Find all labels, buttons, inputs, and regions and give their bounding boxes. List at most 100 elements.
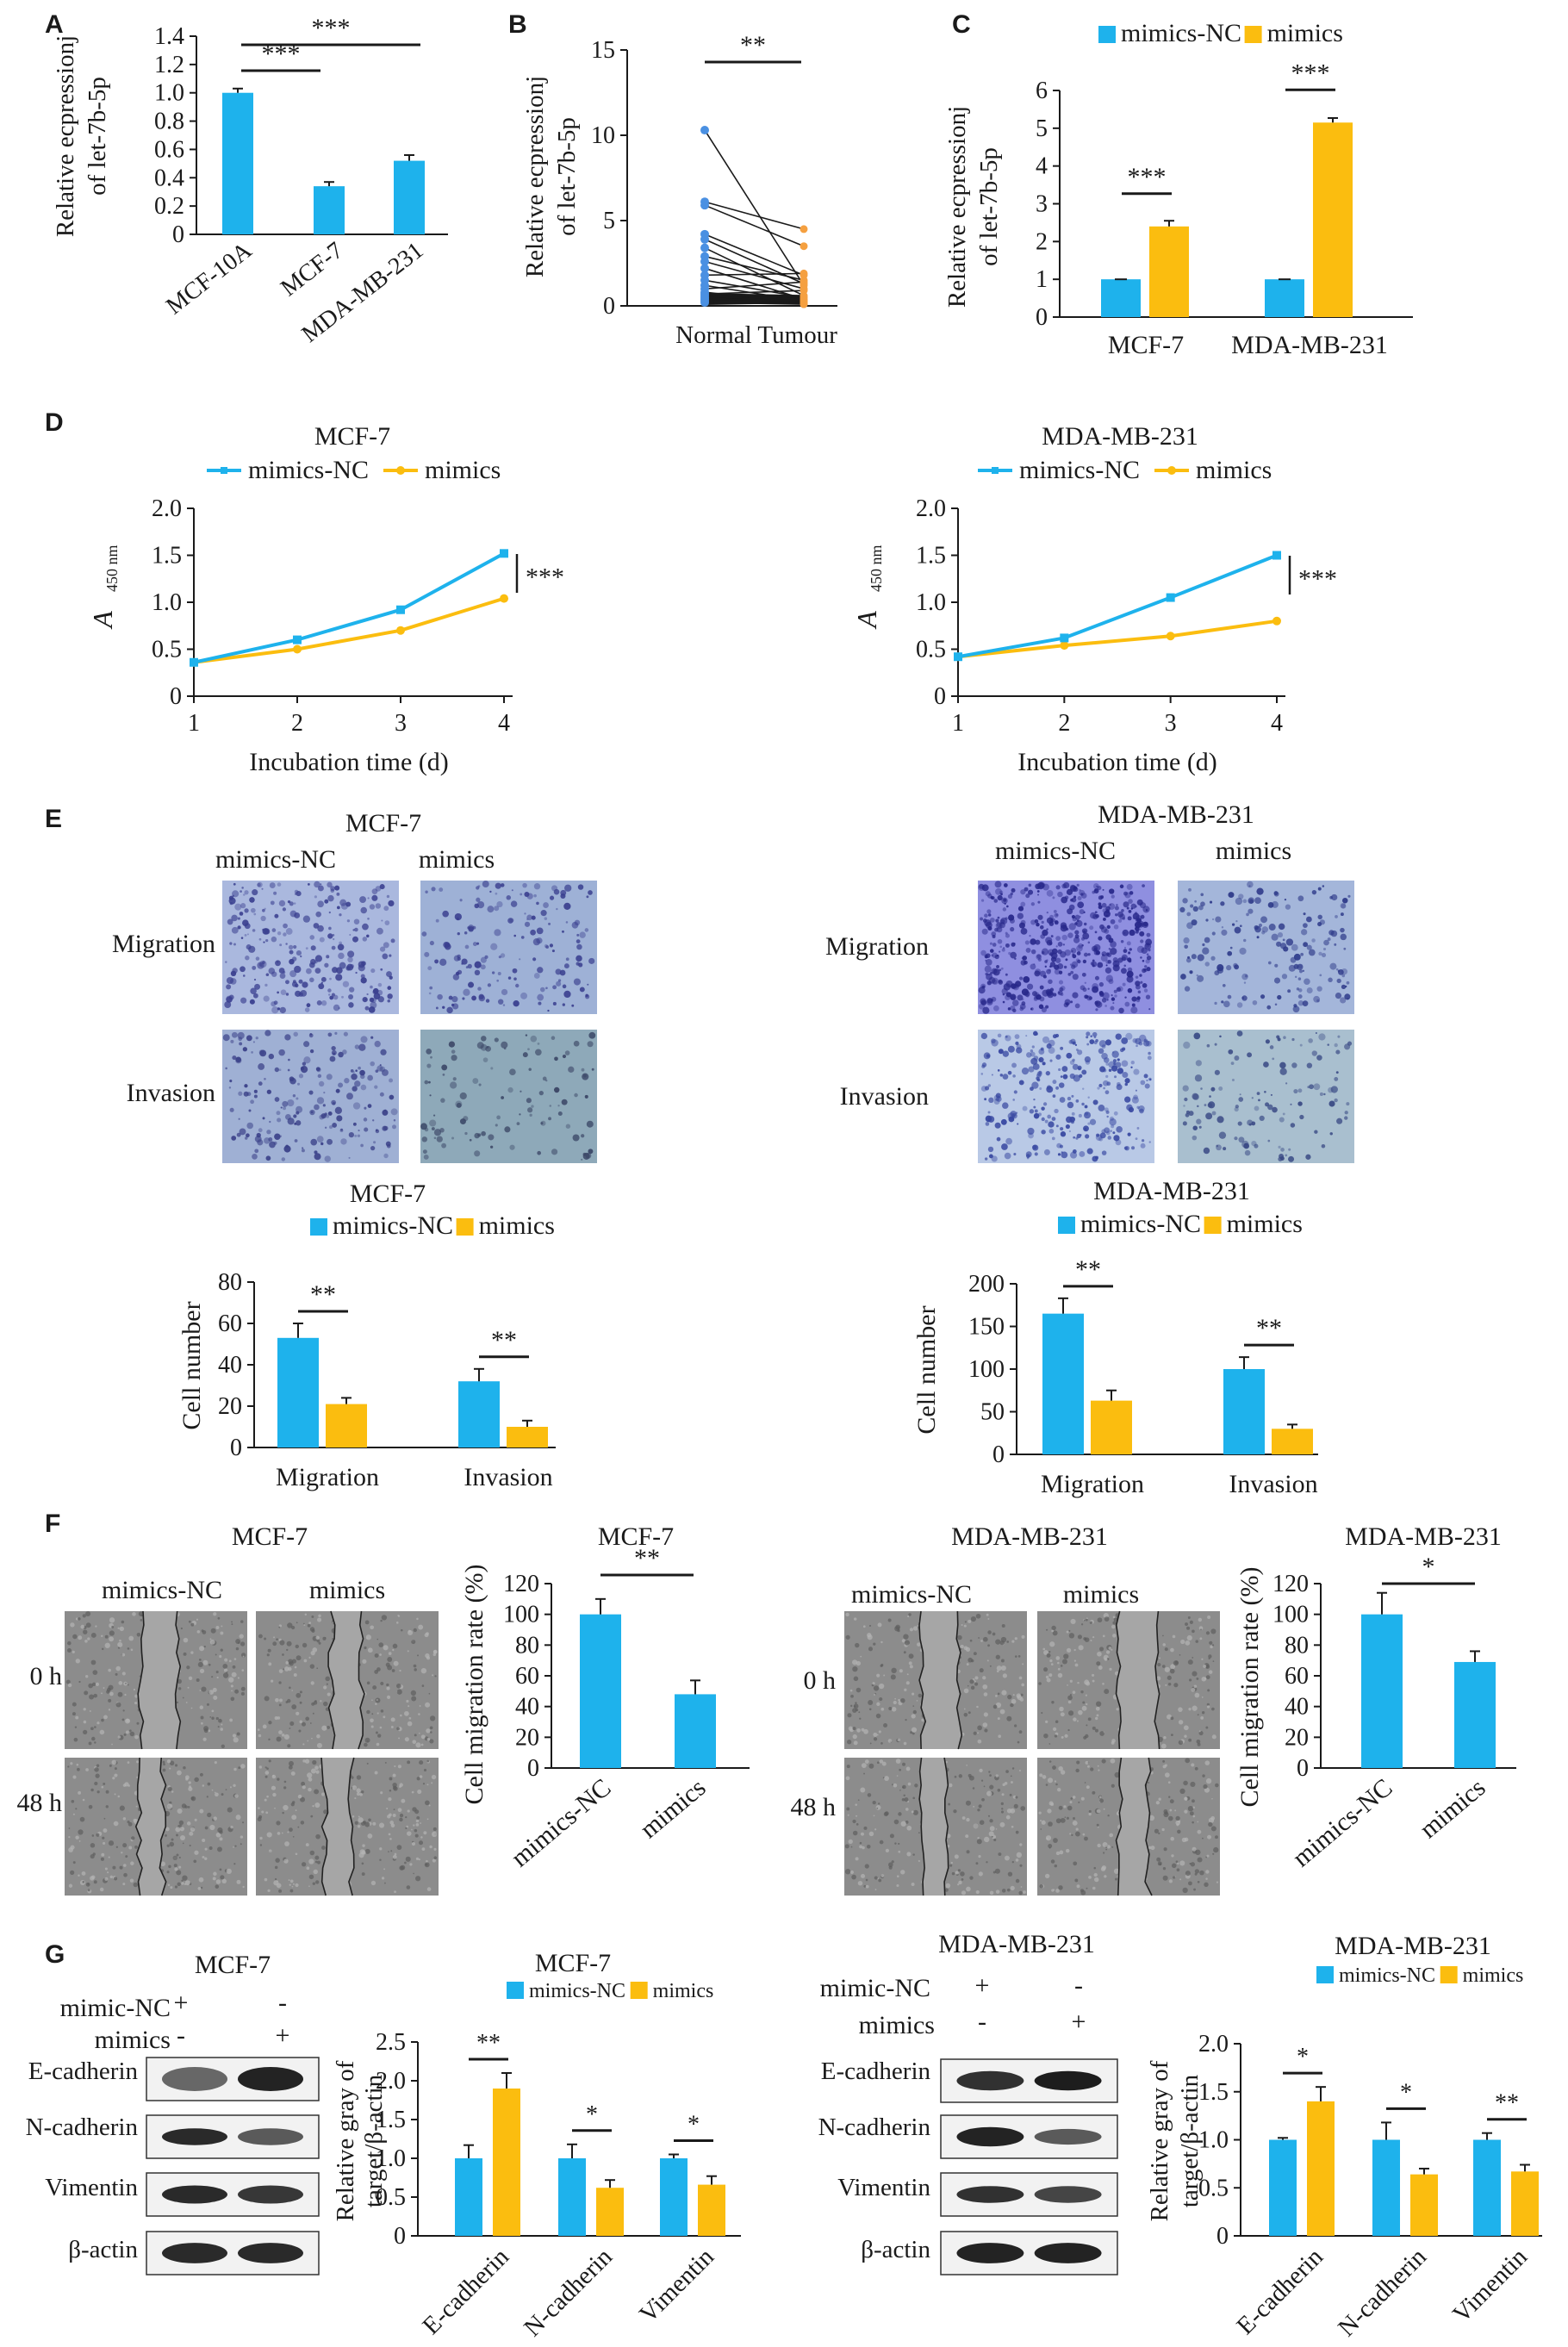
panel-e-micrograph-cell	[1086, 1031, 1091, 1037]
panel-e-micrograph-cell	[287, 1068, 290, 1072]
panel-e-micrograph-cell	[537, 1042, 540, 1045]
panel-e-micrograph-cell	[328, 926, 332, 931]
panel-f-wound-image-texture	[1006, 1808, 1012, 1814]
panel-e-micrograph-cell	[468, 924, 475, 931]
panel-f-wound-image-texture	[278, 1730, 283, 1734]
panel-e-micrograph-cell	[243, 974, 246, 977]
panel-e-micrograph-cell	[309, 1032, 313, 1036]
panel-e-micrograph-cell	[1184, 986, 1191, 992]
panel-e-micrograph-cell	[1109, 888, 1115, 894]
panel-e-micrograph-cell	[389, 1078, 394, 1083]
panel-e-micrograph-cell	[1019, 1006, 1024, 1012]
panel-e-micrograph-cell	[981, 1062, 987, 1068]
panel-f-wound-image-texture	[85, 1622, 91, 1628]
panel-e-micrograph-cell	[1110, 918, 1116, 924]
panel-f-wound-image-texture	[961, 1623, 963, 1626]
panel-e-micrograph-cell	[1334, 1098, 1338, 1103]
panel-e-micrograph-cell	[1017, 906, 1024, 912]
panel-f-wound-image-texture	[949, 1783, 953, 1788]
panel-f-wound-image-texture	[309, 1664, 315, 1669]
panel-f-wound-image-texture	[875, 1804, 881, 1810]
panel-f-wound-image-texture	[215, 1626, 220, 1629]
panel-e-micrograph-cell	[576, 933, 580, 937]
panel-e-micrograph-cell	[258, 1063, 265, 1070]
panel-f-wound-image-texture	[987, 1644, 990, 1647]
panel-f-wound-image-texture	[96, 1790, 100, 1794]
panel-e-micrograph-cell	[586, 895, 589, 899]
panel-a-ylabel: of let-7b-5p	[84, 77, 111, 196]
panel-e-micrograph-cell	[1058, 970, 1063, 974]
panel-e-micrograph-cell	[448, 995, 453, 1000]
panel-e-micrograph-cell	[250, 987, 257, 995]
panel-e-micrograph-cell	[248, 1109, 252, 1112]
panel-e-micrograph-cell	[1235, 919, 1238, 923]
panel-e-micrograph-cell	[978, 987, 986, 994]
panel-e-micrograph-cell	[1070, 970, 1074, 974]
panel-f-wound-image-texture	[420, 1743, 424, 1746]
panel-e-micrograph-cell	[524, 891, 530, 898]
panel-d-x-tick-label: 3	[395, 710, 407, 737]
panel-e-micrograph-cell	[1288, 1155, 1295, 1162]
panel-e-micrograph-cell	[1046, 1086, 1054, 1093]
panel-e-micrograph-cell	[1256, 1092, 1260, 1096]
panel-f-wound-image-texture	[905, 1808, 909, 1811]
panel-f-wound-image-texture	[900, 1697, 905, 1703]
panel-e-micrograph-cell	[1234, 1055, 1240, 1061]
panel-f-wound-image-texture	[230, 1825, 233, 1829]
panel-e-micrograph-cell	[240, 890, 242, 893]
panel-e-micrograph-cell	[991, 1074, 993, 1076]
panel-f-wound-image-texture	[960, 1644, 964, 1649]
panel-f-wound-image-texture	[220, 1875, 225, 1880]
panel-f-wound-image-texture	[308, 1656, 311, 1659]
panel-e-micrograph-cell	[1005, 973, 1008, 976]
panel-e-micrograph-cell	[552, 985, 557, 990]
panel-e-micrograph-cell	[1048, 1039, 1055, 1047]
panel-f-wound-image-texture	[294, 1665, 297, 1669]
legend-swatch-mimics	[1440, 1966, 1458, 1983]
panel-g-sign: -	[1074, 1971, 1083, 2000]
panel-e-micrograph-cell	[1205, 918, 1209, 922]
panel-e-micrograph-cell	[293, 902, 296, 905]
panel-e-micrograph-cell	[984, 913, 988, 918]
panel-e-micrograph-cell	[336, 906, 340, 910]
panel-e-micrograph-cell	[1302, 969, 1305, 973]
panel-e-micrograph-cell	[1315, 1032, 1317, 1035]
panel-f-wound-image-texture	[291, 1815, 297, 1821]
panel-f-x-label: mimics	[1415, 1773, 1491, 1844]
panel-f-wound-image-texture	[233, 1737, 239, 1743]
panel-f-wound-image-texture	[868, 1708, 872, 1711]
panel-e-micrograph-cell	[1033, 963, 1036, 966]
panel-f-wound-image-texture	[231, 1690, 233, 1692]
panel-e-micrograph-cell	[1022, 1105, 1028, 1111]
panel-f-wound-image-texture	[128, 1784, 130, 1787]
panel-e-micrograph-cell	[228, 897, 236, 905]
legend-marker-mimics	[396, 466, 405, 475]
panel-e-micrograph-cell	[542, 1076, 547, 1081]
panel-f-wound-image-texture	[1111, 1846, 1114, 1848]
panel-f-wound-image-texture	[989, 1665, 992, 1667]
panel-f-image-title: MDA-MB-231	[951, 1522, 1108, 1551]
panel-f-wound-image-texture	[83, 1720, 87, 1724]
panel-e-micrograph-cell	[254, 983, 261, 990]
panel-e-micrograph-cell	[306, 1003, 311, 1008]
panel-e-micrograph-cell	[233, 882, 236, 886]
panel-f-wound-image-texture	[352, 1815, 355, 1818]
panel-f-wound-image-texture	[1187, 1881, 1192, 1886]
panel-e-micrograph-cell	[549, 1105, 552, 1107]
panel-e-micrograph-cell	[1282, 938, 1285, 942]
panel-f-wound-image-texture	[1098, 1769, 1100, 1771]
panel-f-wound-image-texture	[296, 1711, 300, 1715]
panel-e-x-label: Invasion	[1229, 1470, 1317, 1498]
panel-f-wound-image-texture	[134, 1845, 138, 1849]
panel-e-micrograph-cell	[1319, 974, 1322, 977]
panel-f-wound-image-texture	[1207, 1834, 1211, 1840]
panel-e-micrograph-cell	[1194, 900, 1197, 903]
panel-e-micrograph-cell	[1328, 930, 1335, 936]
panel-f-wound-image-texture	[864, 1759, 869, 1765]
panel-f-wound-image-texture	[88, 1683, 94, 1689]
panel-f-wound-image-texture	[404, 1861, 407, 1865]
panel-f-wound-image-edge	[137, 1610, 145, 1750]
panel-e-micrograph-cell	[327, 1032, 333, 1037]
panel-e-micrograph-cell	[330, 886, 336, 892]
panel-f-x-label: mimics-NC	[506, 1773, 616, 1872]
